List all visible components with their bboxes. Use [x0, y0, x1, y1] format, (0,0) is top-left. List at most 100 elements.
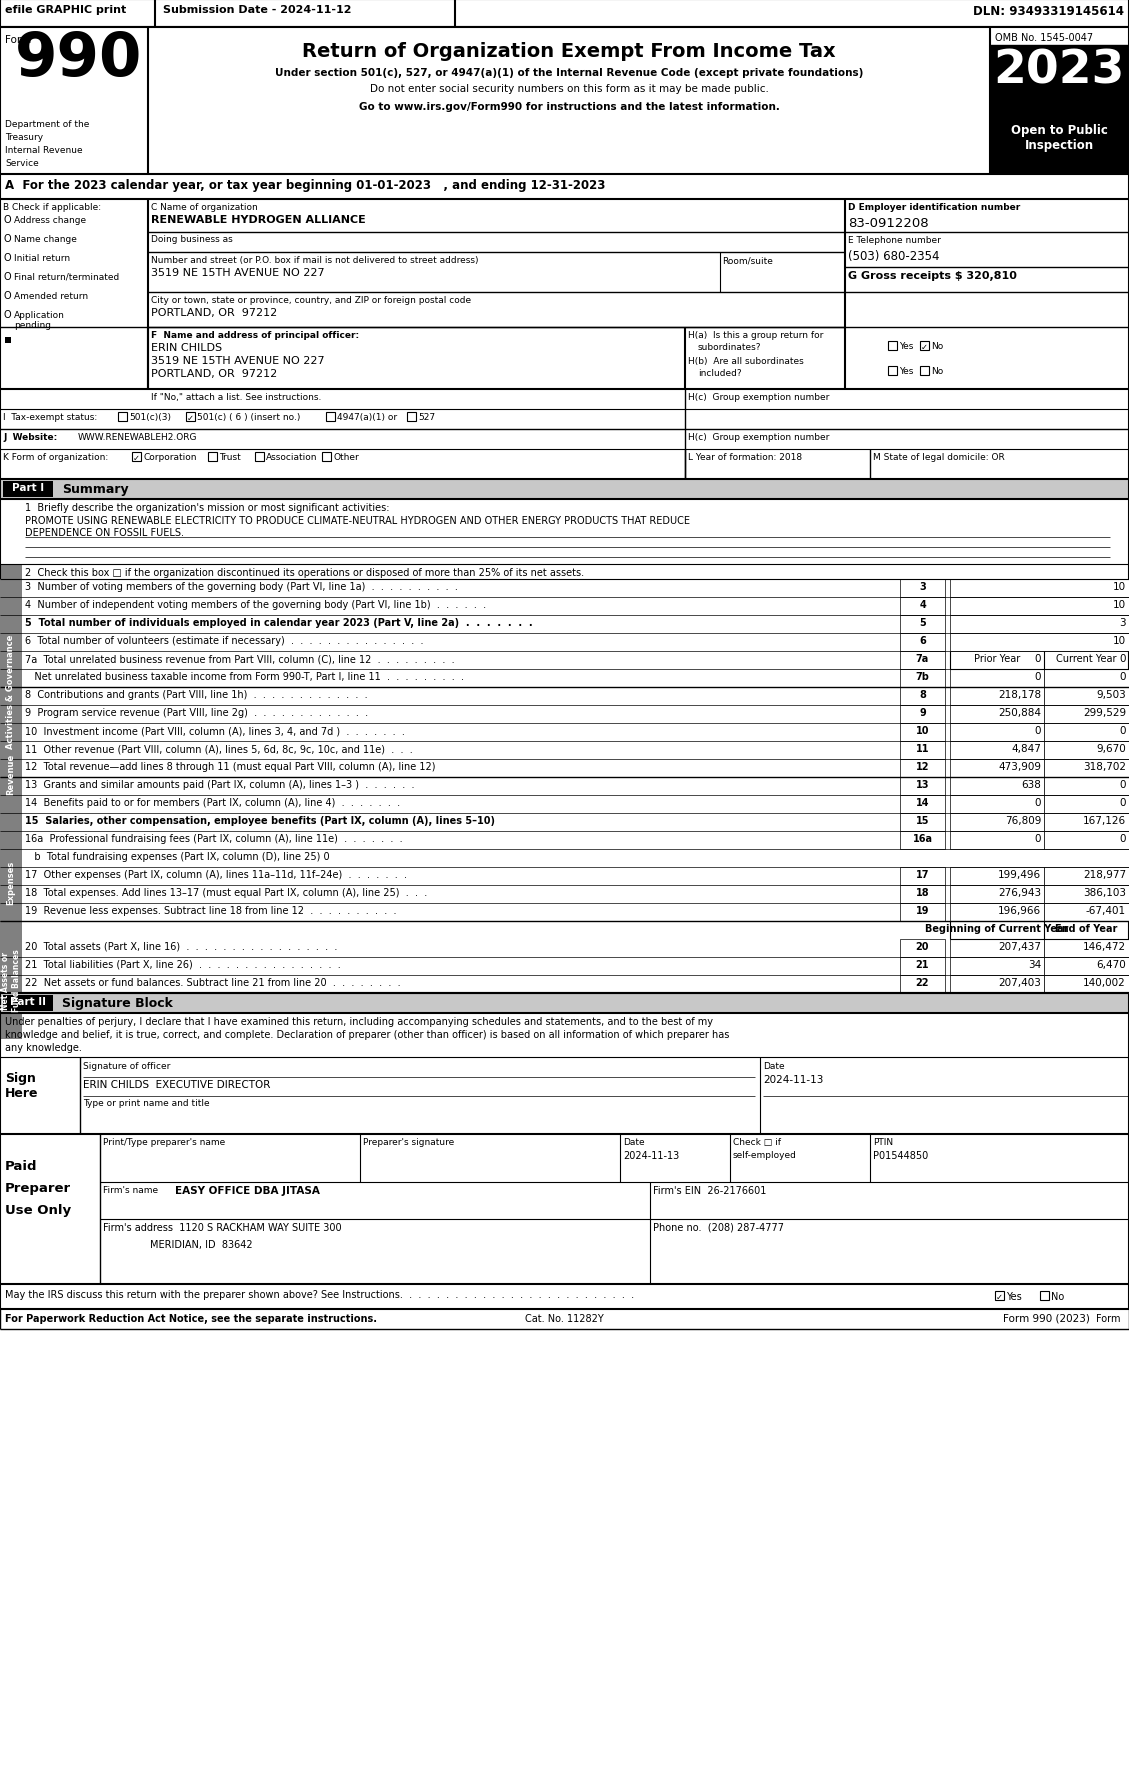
Text: 140,002: 140,002 [1083, 978, 1126, 987]
Bar [1044, 741, 1129, 759]
Text: 207,403: 207,403 [998, 978, 1041, 987]
Text: 3: 3 [919, 581, 926, 592]
Text: 11: 11 [916, 743, 929, 754]
Text: 473,909: 473,909 [998, 761, 1041, 772]
Text: Other: Other [333, 453, 359, 462]
Text: Treasury: Treasury [5, 134, 43, 143]
Bar [949, 759, 1044, 777]
Text: knowledge and belief, it is true, correct, and complete. Declaration of preparer: knowledge and belief, it is true, correc… [5, 1030, 729, 1039]
Bar [949, 868, 1044, 886]
Text: Use Only: Use Only [5, 1203, 71, 1217]
Text: Date: Date [763, 1062, 785, 1071]
Text: Signature Block: Signature Block [62, 996, 173, 1009]
Text: 0: 0 [1034, 672, 1041, 683]
Text: 0: 0 [1120, 834, 1126, 843]
Text: Summary: Summary [62, 483, 129, 495]
Text: Net Assets or
Fund Balances: Net Assets or Fund Balances [1, 950, 20, 1012]
Text: RENEWABLE HYDROGEN ALLIANCE: RENEWABLE HYDROGEN ALLIANCE [151, 216, 366, 225]
Text: I  Tax-exempt status:: I Tax-exempt status: [3, 413, 97, 422]
Bar [949, 939, 1044, 957]
Text: -67,401: -67,401 [1086, 905, 1126, 916]
Text: PTIN: PTIN [873, 1137, 893, 1146]
Text: Room/suite: Room/suite [723, 257, 773, 266]
Text: Yes: Yes [899, 342, 913, 351]
Text: No: No [1051, 1292, 1065, 1301]
Bar [949, 688, 1044, 706]
Text: 199,496: 199,496 [998, 870, 1041, 880]
Text: 527: 527 [418, 413, 435, 422]
Text: 12: 12 [916, 761, 929, 772]
Text: 5: 5 [919, 618, 926, 627]
Text: 83-0912208: 83-0912208 [848, 217, 929, 230]
Text: H(b)  Are all subordinates: H(b) Are all subordinates [688, 356, 804, 365]
Text: Number and street (or P.O. box if mail is not delivered to street address): Number and street (or P.O. box if mail i… [151, 257, 479, 266]
Text: 501(c)(3): 501(c)(3) [129, 413, 170, 422]
Bar [0, 777, 21, 987]
Text: O: O [5, 290, 11, 301]
Text: 10: 10 [916, 725, 929, 736]
Text: H(c)  Group exemption number: H(c) Group exemption number [688, 392, 830, 401]
Text: Signature of officer: Signature of officer [84, 1062, 170, 1071]
Bar [0, 921, 21, 1039]
Text: 22  Net assets or fund balances. Subtract line 21 from line 20  .  .  .  .  .  .: 22 Net assets or fund balances. Subtract… [25, 978, 401, 987]
Bar [900, 615, 945, 634]
Text: efile GRAPHIC print: efile GRAPHIC print [5, 5, 126, 14]
Text: City or town, state or province, country, and ZIP or foreign postal code: City or town, state or province, country… [151, 296, 471, 305]
Bar [326, 413, 335, 422]
Text: Phone no.  (208) 287-4777: Phone no. (208) 287-4777 [653, 1222, 784, 1233]
Text: 3519 NE 15TH AVENUE NO 227: 3519 NE 15TH AVENUE NO 227 [151, 356, 325, 365]
Text: DLN: 93493319145614: DLN: 93493319145614 [973, 5, 1124, 18]
Text: 4: 4 [919, 601, 926, 609]
Text: Service: Service [5, 159, 38, 168]
Text: Name change: Name change [14, 235, 77, 244]
Text: Department of the: Department of the [5, 119, 89, 128]
Text: 218,178: 218,178 [998, 690, 1041, 700]
Bar [1044, 903, 1129, 921]
Bar [1044, 723, 1129, 741]
Bar [1044, 759, 1129, 777]
Text: 299,529: 299,529 [1083, 707, 1126, 718]
Text: 18: 18 [916, 887, 929, 898]
Bar [900, 795, 945, 814]
Text: 12  Total revenue—add lines 8 through 11 (must equal Part VIII, column (A), line: 12 Total revenue—add lines 8 through 11 … [25, 761, 436, 772]
Bar [949, 903, 1044, 921]
Text: 3  Number of voting members of the governing body (Part VI, line 1a)  .  .  .  .: 3 Number of voting members of the govern… [25, 581, 458, 592]
Bar [949, 832, 1044, 850]
Bar [900, 634, 945, 652]
Text: 16a  Professional fundraising fees (Part IX, column (A), line 11e)  .  .  .  .  : 16a Professional fundraising fees (Part … [25, 834, 403, 843]
Bar [949, 957, 1044, 975]
Bar [3, 481, 53, 497]
Text: Submission Date - 2024-11-12: Submission Date - 2024-11-12 [163, 5, 351, 14]
Bar [900, 777, 945, 795]
Text: Expenses: Expenses [7, 861, 16, 905]
Text: Go to www.irs.gov/Form990 for instructions and the latest information.: Go to www.irs.gov/Form990 for instructio… [359, 102, 779, 112]
Text: 218,977: 218,977 [1083, 870, 1126, 880]
Text: 14: 14 [916, 798, 929, 807]
Bar [255, 453, 264, 462]
Bar [949, 670, 1044, 688]
Bar [119, 413, 126, 422]
Text: ✓: ✓ [132, 453, 140, 462]
Text: 0: 0 [1120, 798, 1126, 807]
Bar [1044, 975, 1129, 993]
Text: May the IRS discuss this return with the preparer shown above? See Instructions.: May the IRS discuss this return with the… [5, 1288, 634, 1299]
Bar [1044, 886, 1129, 903]
Text: PORTLAND, OR  97212: PORTLAND, OR 97212 [151, 369, 278, 380]
Bar [900, 652, 945, 670]
Text: 7a  Total unrelated business revenue from Part VIII, column (C), line 12  .  .  : 7a Total unrelated business revenue from… [25, 654, 455, 663]
Text: 0: 0 [1034, 798, 1041, 807]
Text: 4  Number of independent voting members of the governing body (Part VI, line 1b): 4 Number of independent voting members o… [25, 601, 487, 609]
Bar [900, 723, 945, 741]
Text: A  For the 2023 calendar year, or tax year beginning 01-01-2023   , and ending 1: A For the 2023 calendar year, or tax yea… [5, 178, 605, 192]
Text: EASY OFFICE DBA JITASA: EASY OFFICE DBA JITASA [175, 1185, 320, 1196]
Text: PROMOTE USING RENEWABLE ELECTRICITY TO PRODUCE CLIMATE-NEUTRAL HYDROGEN AND OTHE: PROMOTE USING RENEWABLE ELECTRICITY TO P… [25, 515, 690, 526]
Text: Under penalties of perjury, I declare that I have examined this return, includin: Under penalties of perjury, I declare th… [5, 1016, 714, 1026]
Text: (503) 680-2354: (503) 680-2354 [848, 249, 939, 264]
Text: O: O [5, 233, 11, 244]
Text: 14  Benefits paid to or for members (Part IX, column (A), line 4)  .  .  .  .  .: 14 Benefits paid to or for members (Part… [25, 798, 400, 807]
Text: 2024-11-13: 2024-11-13 [623, 1151, 680, 1160]
Bar [949, 795, 1044, 814]
Text: any knowledge.: any knowledge. [5, 1042, 82, 1053]
Text: Type or print name and title: Type or print name and title [84, 1098, 210, 1107]
Text: 7a: 7a [916, 654, 929, 663]
